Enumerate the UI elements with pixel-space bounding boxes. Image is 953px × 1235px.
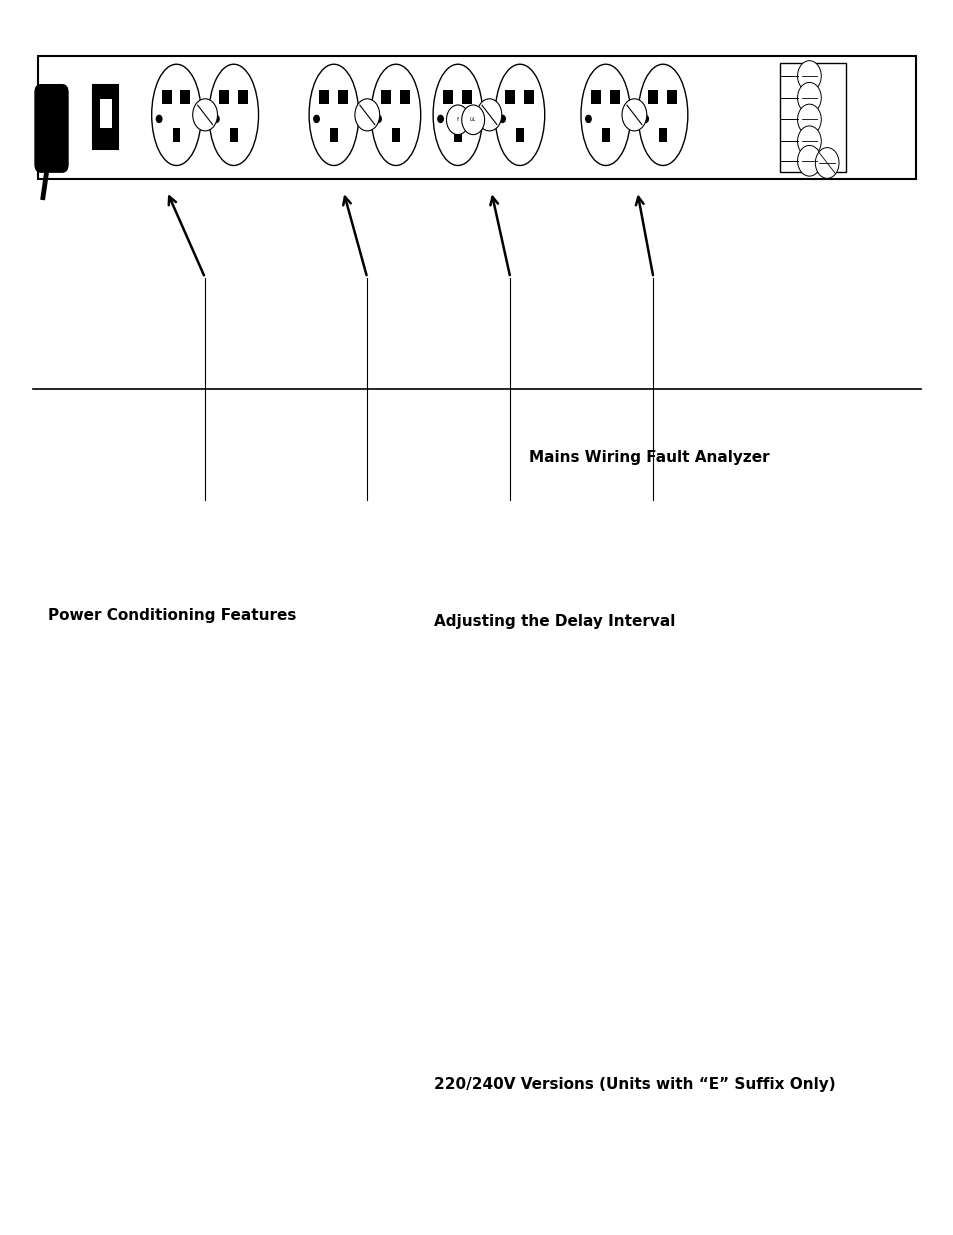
- Circle shape: [437, 115, 443, 122]
- Bar: [392, 128, 399, 142]
- Text: Adjusting the Delay Interval: Adjusting the Delay Interval: [434, 614, 675, 629]
- Circle shape: [213, 115, 219, 122]
- Bar: [779, 63, 844, 172]
- Circle shape: [461, 105, 484, 135]
- Circle shape: [193, 99, 217, 131]
- Bar: [399, 89, 410, 104]
- Bar: [100, 99, 112, 128]
- Bar: [218, 89, 229, 104]
- Bar: [380, 89, 391, 104]
- Bar: [318, 89, 329, 104]
- Ellipse shape: [433, 64, 482, 165]
- Circle shape: [797, 61, 821, 91]
- Ellipse shape: [495, 64, 544, 165]
- Bar: [180, 89, 191, 104]
- Bar: [230, 128, 237, 142]
- Text: 220/240V Versions (Units with “E” Suffix Only): 220/240V Versions (Units with “E” Suffix…: [434, 1077, 835, 1092]
- Bar: [93, 85, 118, 149]
- Text: UL: UL: [470, 117, 476, 122]
- Bar: [609, 89, 619, 104]
- Text: Mains Wiring Fault Analyzer: Mains Wiring Fault Analyzer: [529, 450, 769, 464]
- Bar: [237, 89, 248, 104]
- Circle shape: [156, 115, 162, 122]
- Ellipse shape: [209, 64, 258, 165]
- Bar: [659, 128, 666, 142]
- Circle shape: [375, 115, 381, 122]
- Bar: [337, 89, 348, 104]
- Ellipse shape: [309, 64, 358, 165]
- Bar: [590, 89, 600, 104]
- Bar: [461, 89, 472, 104]
- Bar: [516, 128, 523, 142]
- Circle shape: [314, 115, 319, 122]
- Circle shape: [476, 99, 501, 131]
- Bar: [330, 128, 337, 142]
- Bar: [647, 89, 658, 104]
- Ellipse shape: [152, 64, 201, 165]
- Bar: [601, 128, 609, 142]
- Bar: [442, 89, 453, 104]
- Circle shape: [621, 99, 646, 131]
- FancyBboxPatch shape: [34, 84, 69, 173]
- Circle shape: [797, 83, 821, 114]
- Text: f: f: [456, 117, 458, 122]
- Circle shape: [797, 146, 821, 177]
- Bar: [454, 128, 461, 142]
- Ellipse shape: [371, 64, 420, 165]
- Bar: [161, 89, 172, 104]
- Circle shape: [355, 99, 379, 131]
- Bar: [523, 89, 534, 104]
- Circle shape: [585, 115, 591, 122]
- Text: Power Conditioning Features: Power Conditioning Features: [48, 608, 295, 622]
- Circle shape: [815, 148, 839, 178]
- Ellipse shape: [580, 64, 630, 165]
- Bar: [504, 89, 515, 104]
- Bar: [38, 56, 915, 179]
- Bar: [172, 128, 180, 142]
- Circle shape: [446, 105, 469, 135]
- Circle shape: [642, 115, 648, 122]
- Bar: [666, 89, 677, 104]
- Ellipse shape: [638, 64, 687, 165]
- Circle shape: [499, 115, 505, 122]
- Circle shape: [797, 126, 821, 157]
- Circle shape: [797, 104, 821, 135]
